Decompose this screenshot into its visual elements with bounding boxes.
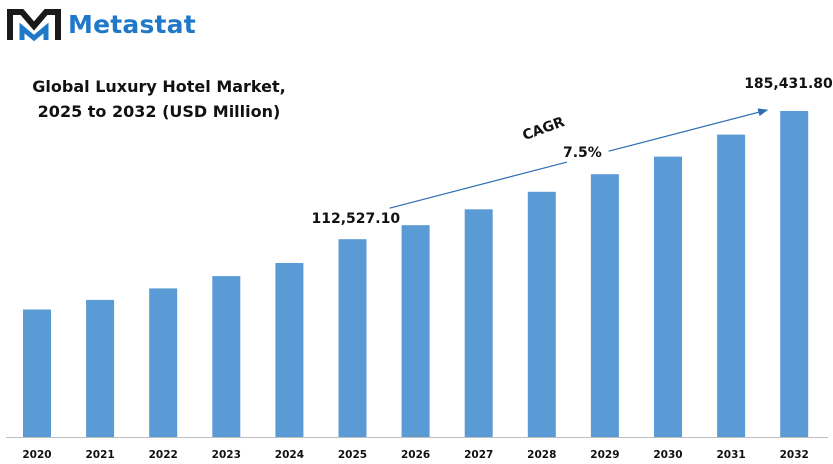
x-tick-label: 2030 — [653, 449, 682, 461]
end-value-label: 185,431.80 — [744, 76, 833, 92]
x-tick-label: 2026 — [401, 449, 430, 461]
start-value-label: 112,527.10 — [311, 211, 401, 228]
bar-2022 — [149, 288, 178, 437]
bar-2023 — [212, 276, 241, 437]
bar-2025 — [338, 239, 367, 437]
bar-2031 — [717, 134, 746, 437]
x-tick-label: 2021 — [85, 449, 114, 461]
bar-2030 — [654, 156, 682, 437]
bar-2028 — [527, 191, 556, 437]
x-tick-label: 2024 — [275, 449, 304, 461]
brand-name: Metastat — [68, 9, 196, 39]
x-tick-label: 2023 — [212, 449, 241, 461]
brand-logo: Metastat — [6, 6, 196, 42]
chart-title: Global Luxury Hotel Market, 2025 to 2032… — [0, 74, 318, 124]
x-tick-label: 2031 — [716, 449, 745, 461]
bar-2021 — [86, 299, 115, 437]
bar-2026 — [401, 225, 430, 437]
cagr-arrow-line — [389, 161, 568, 209]
bar-2032 — [780, 111, 809, 437]
chart-title-line2: 2025 to 2032 (USD Million) — [37, 102, 281, 121]
cagr-value: 7.5% — [563, 145, 602, 161]
x-tick-label: 2032 — [780, 449, 809, 461]
bar-2029 — [590, 174, 619, 437]
x-tick-label: 2020 — [22, 449, 51, 461]
bar-2020 — [23, 309, 51, 437]
x-tick-label: 2022 — [149, 449, 178, 461]
x-tick-label: 2025 — [338, 449, 367, 461]
x-tick-label: 2027 — [464, 449, 493, 461]
x-tick-label: 2028 — [527, 449, 556, 461]
chart-title-line1: Global Luxury Hotel Market, — [32, 77, 286, 96]
x-tick-label: 2029 — [590, 449, 619, 461]
metastat-logo-icon — [7, 9, 61, 42]
bar-2027 — [464, 209, 493, 437]
cagr-arrow-head — [608, 108, 769, 152]
bar-2024 — [275, 263, 304, 437]
